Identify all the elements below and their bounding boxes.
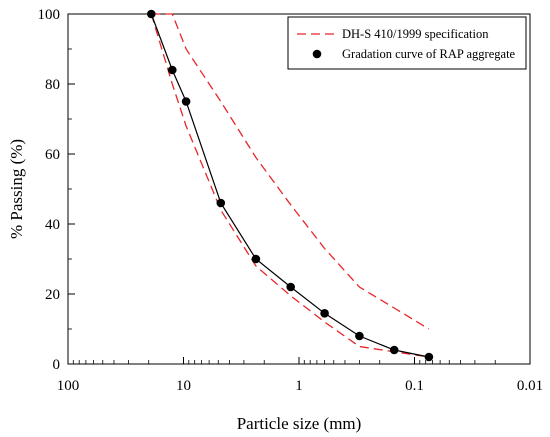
x-axis-title: Particle size (mm) — [237, 414, 362, 433]
rap-data-point — [355, 331, 364, 341]
y-tick-label: 20 — [45, 287, 60, 303]
y-tick-label: 100 — [38, 7, 61, 23]
y-axis-title: % Passing (%) — [7, 139, 26, 239]
x-tick-label: 100 — [57, 378, 80, 394]
y-tick-label: 40 — [45, 217, 60, 233]
legend-rap-marker — [312, 49, 322, 59]
x-tick-label: 0.01 — [517, 378, 543, 394]
rap-data-point — [389, 345, 399, 355]
x-tick-label: 0.1 — [405, 378, 424, 394]
rap-data-point — [181, 97, 191, 106]
spec-lower-line — [150, 13, 429, 358]
rap-data-point — [424, 352, 434, 362]
legend-rap-label: Gradation curve of RAP aggregate — [342, 47, 516, 61]
x-tick-label: 1 — [295, 378, 303, 394]
y-tick-label: 80 — [45, 77, 60, 93]
spec-upper-line — [151, 13, 430, 330]
rap-data-point — [216, 198, 226, 208]
rap-data-point — [320, 309, 329, 318]
legend-box — [287, 16, 527, 70]
y-tick-label: 60 — [45, 147, 60, 163]
rap-data-point — [251, 254, 261, 264]
rap-gradation-line — [150, 13, 430, 358]
x-tick-label: 10 — [176, 378, 191, 394]
y-tick-label: 0 — [53, 357, 61, 373]
legend: DH-S 410/1999 specification Gradation cu… — [287, 16, 527, 70]
rap-data-point — [168, 65, 177, 75]
rap-data-point — [147, 9, 156, 19]
series-layer — [147, 9, 434, 362]
rap-data-point — [286, 282, 296, 292]
legend-spec-label: DH-S 410/1999 specification — [342, 27, 489, 41]
ticks-layer: 100 10 1 0.1 0.01 0 20 40 60 80 100 — [38, 7, 544, 394]
